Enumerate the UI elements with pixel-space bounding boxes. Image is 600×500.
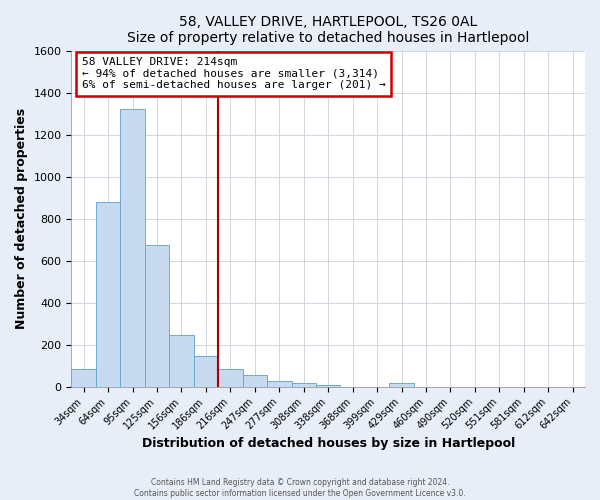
Bar: [169, 334, 194, 386]
Y-axis label: Number of detached properties: Number of detached properties: [15, 108, 28, 329]
Title: 58, VALLEY DRIVE, HARTLEPOOL, TS26 0AL
Size of property relative to detached hou: 58, VALLEY DRIVE, HARTLEPOOL, TS26 0AL S…: [127, 15, 529, 45]
Text: Contains HM Land Registry data © Crown copyright and database right 2024.
Contai: Contains HM Land Registry data © Crown c…: [134, 478, 466, 498]
Bar: [194, 356, 218, 386]
Bar: [96, 202, 121, 386]
Bar: [121, 110, 145, 386]
Bar: [218, 369, 242, 386]
Bar: [292, 382, 316, 386]
Bar: [242, 375, 267, 386]
Bar: [389, 382, 414, 386]
Bar: [145, 245, 169, 386]
Text: 58 VALLEY DRIVE: 214sqm
← 94% of detached houses are smaller (3,314)
6% of semi-: 58 VALLEY DRIVE: 214sqm ← 94% of detache…: [82, 58, 385, 90]
X-axis label: Distribution of detached houses by size in Hartlepool: Distribution of detached houses by size …: [142, 437, 515, 450]
Bar: [316, 384, 340, 386]
Bar: [71, 369, 96, 386]
Bar: [267, 382, 292, 386]
